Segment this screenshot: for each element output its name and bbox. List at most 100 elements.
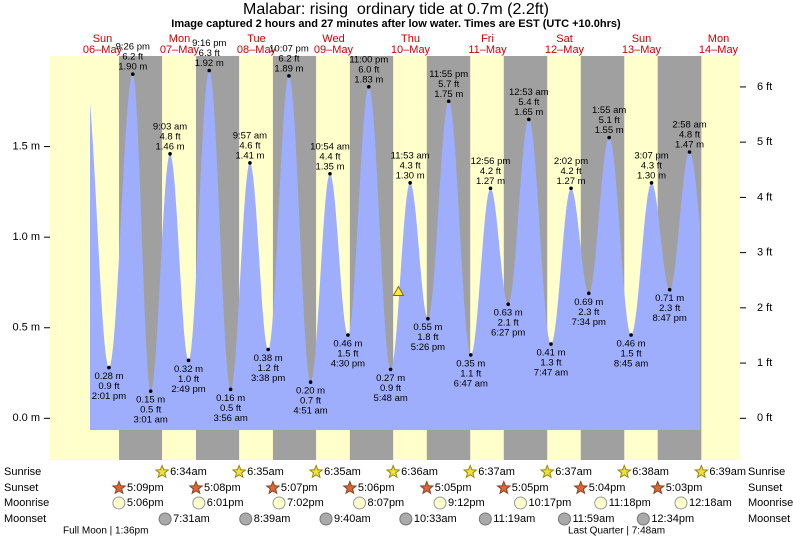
moonset-icon	[557, 512, 571, 526]
day-date: 07–May	[160, 44, 200, 56]
sunset-icon	[573, 480, 589, 495]
day-name: Thu	[401, 33, 420, 45]
y2-tick-label: 2 ft	[757, 302, 772, 314]
tide-label: 1.27 m	[557, 176, 586, 187]
tide-label: 0.63 m	[494, 308, 523, 319]
day-date: 13–May	[622, 44, 662, 56]
tide-label: 1.8 ft	[417, 332, 438, 343]
tide-point	[586, 291, 591, 296]
tide-label: 1.35 m	[315, 161, 344, 172]
tide-point	[107, 365, 111, 370]
tide-point	[248, 161, 252, 165]
tide-point	[287, 74, 291, 78]
tide-label: 1.2 ft	[258, 363, 279, 374]
tide-point	[488, 186, 493, 191]
tide-label: 6.0 ft	[358, 64, 379, 75]
tide-label: 11:55 pm	[429, 69, 468, 80]
tide-label: 1.30 m	[396, 170, 425, 181]
y-tick-label: 1.5 m	[12, 140, 40, 152]
tide-label: 8:47 pm	[653, 313, 687, 324]
moonrise-icon	[433, 496, 447, 510]
tide-point	[687, 150, 692, 154]
tide-label: 0.41 m	[536, 348, 565, 359]
tide-label: 9:03 am	[153, 121, 187, 132]
tide-label: 9:16 pm	[192, 38, 226, 49]
tide-label: 2:49 pm	[171, 384, 205, 395]
moonset-icon	[319, 512, 333, 526]
tide-point	[607, 135, 611, 140]
sunset-icon	[496, 480, 512, 495]
day-name: Sat	[556, 33, 573, 45]
tide-label: 12:53 am	[509, 87, 549, 98]
tide-label: 11:00 pm	[349, 54, 388, 65]
tide-label: 1.75 m	[434, 89, 463, 100]
tide-label: 4.6 ft	[239, 140, 260, 151]
row-time: 5:06pm	[358, 482, 395, 494]
tide-label: 1.65 m	[514, 107, 543, 118]
tide-label: 4.3 ft	[641, 160, 662, 171]
row-time: 10:33am	[414, 513, 457, 525]
row-time: 5:09pm	[127, 482, 164, 494]
tide-point	[629, 333, 633, 337]
tide-label: 0.38 m	[254, 353, 283, 364]
tide-label: 9:26 pm	[116, 42, 150, 53]
row-time: 5:03pm	[666, 482, 703, 494]
tide-label: 7:34 pm	[572, 317, 606, 328]
row-time: 6:39am	[709, 466, 746, 478]
tide-label: 6.2 ft	[122, 52, 143, 63]
tide-label: 0.5 ft	[220, 403, 241, 414]
tide-label: 5.7 ft	[438, 79, 459, 90]
row-time: 5:05pm	[512, 482, 549, 494]
tide-label: 0.46 m	[617, 339, 646, 350]
row-time: 10:17pm	[528, 497, 571, 509]
row-time: 9:40am	[334, 513, 371, 525]
tide-point	[667, 287, 672, 292]
sunset-icon	[265, 480, 281, 495]
tide-label: 6:27 pm	[491, 328, 525, 339]
tide-label: 2.3 ft	[659, 303, 680, 314]
day-date: 08–May	[237, 44, 277, 56]
tide-point	[186, 358, 191, 363]
sunrise-icon	[231, 464, 247, 479]
sunrise-icon	[462, 464, 478, 479]
row-time: 5:08pm	[204, 482, 241, 494]
tide-label: 2.3 ft	[578, 307, 599, 318]
tide-label: 0.27 m	[376, 373, 405, 384]
tide-point	[266, 347, 270, 352]
moonrise-icon	[594, 496, 608, 510]
tide-label: 0.20 m	[296, 386, 325, 397]
moonset-icon	[158, 512, 172, 526]
day-name: Tue	[247, 33, 266, 45]
moonrise-icon	[674, 496, 688, 510]
current-level	[392, 285, 405, 297]
tide-label: 6.3 ft	[199, 48, 220, 59]
row-time: 6:37am	[478, 466, 515, 478]
tide-label: 2:01 pm	[92, 391, 126, 402]
tide-label: 1.46 m	[156, 141, 185, 152]
tide-label: 4.3 ft	[400, 160, 421, 171]
row-time: 6:35am	[324, 466, 361, 478]
tide-label: 1.83 m	[354, 74, 383, 85]
tide-label: 0.35 m	[456, 358, 485, 369]
y-tick-label: 0.5 m	[12, 322, 40, 334]
tide-label: 3:38 pm	[251, 373, 285, 384]
tide-label: 9:57 am	[233, 130, 267, 141]
row-time: 11:19am	[493, 513, 535, 525]
tide-point	[148, 389, 153, 393]
row-time: 5:06pm	[127, 497, 164, 509]
sunset-icon	[342, 480, 358, 495]
sunrise-icon	[385, 464, 401, 479]
tide-label: 6.2 ft	[278, 53, 299, 64]
row-time: 6:01pm	[207, 497, 244, 509]
tide-point	[388, 367, 393, 372]
row-time: 6:37am	[555, 466, 592, 478]
y-tick-label: 0.0 m	[12, 412, 40, 424]
tide-point	[426, 316, 430, 321]
tide-label: 1:55 am	[592, 105, 626, 116]
tide-point	[468, 353, 473, 357]
sunset-icon	[419, 480, 435, 495]
moonset-icon	[478, 512, 492, 526]
row-label: Sunset	[4, 482, 38, 494]
row-time: 5:05pm	[435, 482, 472, 494]
sunset-icon	[188, 480, 204, 495]
